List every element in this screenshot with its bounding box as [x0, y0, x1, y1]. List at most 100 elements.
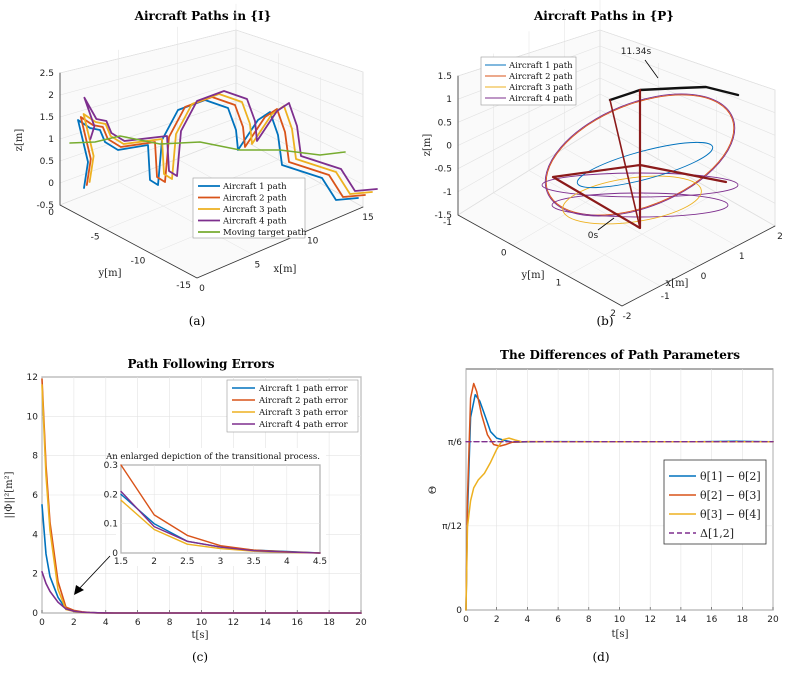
- panel-b-z-axis-label: z[m]: [422, 134, 433, 157]
- panel-b-x-tick-label: 0: [701, 272, 707, 282]
- panel-a-title: Aircraft Paths in {I}: [134, 9, 272, 23]
- panel-b-z-tick-label: -1.5: [434, 211, 452, 221]
- panel-c-x-tick-label: 0: [39, 618, 45, 628]
- panel-c-inset-x-tick-label: 3: [218, 557, 224, 567]
- panel-b-y-gridline: [567, 192, 717, 276]
- panel-c-y-tick-label: 0: [32, 609, 38, 619]
- panel-c-legend: Aircraft 1 path error Aircraft 2 path err…: [226, 379, 359, 433]
- panel-b-z-tick-label: -1: [443, 188, 452, 198]
- panel-b-path-ellipse: [576, 141, 714, 189]
- panel-c-x-tick-label: 2: [71, 618, 77, 628]
- panel-b-x-tick-label: -1: [661, 292, 670, 302]
- panel-b-legend-label: Aircraft 1 path: [508, 61, 573, 71]
- panel-c-inset-x-tick-label: 3.5: [247, 557, 261, 567]
- panel-a-y-tick-label: -5: [91, 232, 100, 242]
- panel-c-y-tick-label: 10: [27, 412, 39, 422]
- panel-d-y-tick-label: π/12: [442, 522, 462, 532]
- panel-a-axis-edges: [59, 72, 364, 279]
- panel-a-z-tick-label: 0.5: [40, 157, 54, 167]
- panel-d-legend-label: θ[3] − θ[4]: [700, 508, 761, 521]
- panel-a-legend-label: Aircraft 1 path: [222, 182, 287, 192]
- panel-c-inset-title: An enlarged depiction of the transitiona…: [105, 452, 320, 462]
- panel-d-legend: θ[1] − θ[2] θ[2] − θ[3] θ[3] − θ[4] Δ[1,2]: [663, 459, 767, 545]
- panel-d-x-tick-label: 8: [586, 615, 592, 625]
- panel-c-inset-x-tick-label: 1.5: [114, 557, 128, 567]
- panel-b-annotation-arrow: [644, 59, 659, 79]
- panel-c-inset-x-tick-label: 4: [284, 557, 290, 567]
- panel-c-inset-y-tick-label: 0.2: [104, 490, 118, 500]
- panel-b-z-tick-label: 0: [446, 142, 452, 152]
- panel-a-y-gridline: [59, 135, 237, 206]
- panel-c-x-tick-label: 18: [323, 618, 335, 628]
- panel-d-x-tick-label: 14: [675, 615, 687, 625]
- panel-a-z-tick-label: -0.5: [36, 201, 54, 211]
- panel-a-y-tick-label: -10: [131, 257, 146, 267]
- panel-c-y-tick-label: 6: [32, 491, 38, 501]
- panel-b-x-tick-label: 1: [739, 252, 745, 262]
- panel-a-z-axis-label: z[m]: [14, 129, 25, 152]
- panel-c-x-axis-label: t[s]: [192, 630, 209, 641]
- panel-a-legend-label: Aircraft 2 path: [222, 194, 287, 204]
- panel-d-legend-label: Δ[1,2]: [700, 527, 734, 540]
- panel-d-x-tick-label: 0: [463, 615, 469, 625]
- panel-c-y-tick-label: 4: [32, 530, 38, 540]
- panel-c-y-tick-label: 2: [32, 570, 38, 580]
- panel-a-series-line: [77, 99, 359, 201]
- panel-c-x-tick-label: 14: [260, 618, 272, 628]
- panel-b-x-tick-label: -2: [623, 312, 632, 322]
- panel-c-inset-x-tick-label: 2.5: [180, 557, 194, 567]
- panel-b-title: Aircraft Paths in {P}: [533, 9, 674, 23]
- panel-c-inset-x-tick-label: 2: [151, 557, 157, 567]
- panel-d-x-tick-label: 6: [555, 615, 561, 625]
- panel-a-legend-box: [192, 177, 306, 239]
- panel-c-legend-label: Aircraft 1 path error: [258, 384, 349, 394]
- panel-d-x-tick-label: 12: [644, 615, 655, 625]
- panel-b-path-ellipse: [544, 93, 736, 217]
- panel-c-inset-y-tick-label: 0: [112, 549, 118, 559]
- panel-b-y-gridline: [457, 125, 601, 216]
- panel-c-y-tick-label: 8: [32, 452, 38, 462]
- panel-a-series-line: [83, 90, 378, 192]
- panel-d-legend-label: θ[1] − θ[2]: [700, 470, 761, 483]
- panel-b-legend-label: Aircraft 4 path: [508, 94, 573, 104]
- panel-d-legend-box: [663, 459, 767, 545]
- panel-c-x-tick-label: 20: [355, 618, 367, 628]
- panel-a-x-tick-label: 15: [362, 213, 373, 223]
- panel-c-series-line: [41, 570, 362, 614]
- panel-d-legend-label: θ[2] − θ[3]: [700, 489, 761, 502]
- panel-c-x-tick-label: 10: [196, 618, 208, 628]
- panel-a-z-tick-label: 2: [48, 91, 54, 101]
- panel-b-y-tick-label: 1: [556, 279, 562, 289]
- panel-b-path-ellipse: [545, 94, 735, 216]
- panel-a-legend-label: Aircraft 4 path: [222, 217, 287, 227]
- panel-d-x-tick-label: 16: [706, 615, 718, 625]
- panel-b-legend-label: Aircraft 2 path: [508, 72, 573, 82]
- panel-c-x-tick-label: 16: [291, 618, 303, 628]
- panel-b-legend-label: Aircraft 3 path: [508, 83, 573, 93]
- panel-a-x-axis-label: x[m]: [274, 264, 297, 275]
- panel-b-annotation-label: 11.34s: [621, 47, 652, 57]
- panel-b-annotation-arrow: [597, 217, 615, 231]
- panel-b-x-tick-label: 2: [777, 232, 783, 242]
- panel-c-inset-x-tick-label: 4.5: [313, 557, 327, 567]
- panel-b-formation-line: [609, 99, 641, 229]
- panel-d-x-tick-label: 20: [767, 615, 779, 625]
- panel-c-legend-label: Aircraft 2 path error: [258, 396, 349, 406]
- panel-c-x-tick-label: 12: [228, 618, 239, 628]
- panel-d-x-axis-label: t[s]: [612, 629, 629, 640]
- panel-c-inset-y-tick-label: 0.1: [104, 520, 118, 530]
- panel-b-z-tick-label: 1: [446, 95, 452, 105]
- panel-c-y-tick-label: 12: [27, 373, 38, 383]
- panel-d-x-tick-label: 10: [614, 615, 626, 625]
- caption-b: (b): [596, 314, 613, 328]
- caption-c: (c): [192, 650, 208, 664]
- panel-b-annotation-label: 0s: [588, 231, 599, 241]
- panel-b-x-axis-label: x[m]: [666, 278, 689, 289]
- panel-a-z-tick-label: 0: [48, 179, 54, 189]
- panel-b-z-tick-label: 0.5: [438, 118, 452, 128]
- panel-b-axis-edges: [457, 75, 776, 307]
- panel-d-title: The Differences of Path Parameters: [500, 348, 740, 362]
- panel-a-y-tick-label: -15: [176, 281, 191, 291]
